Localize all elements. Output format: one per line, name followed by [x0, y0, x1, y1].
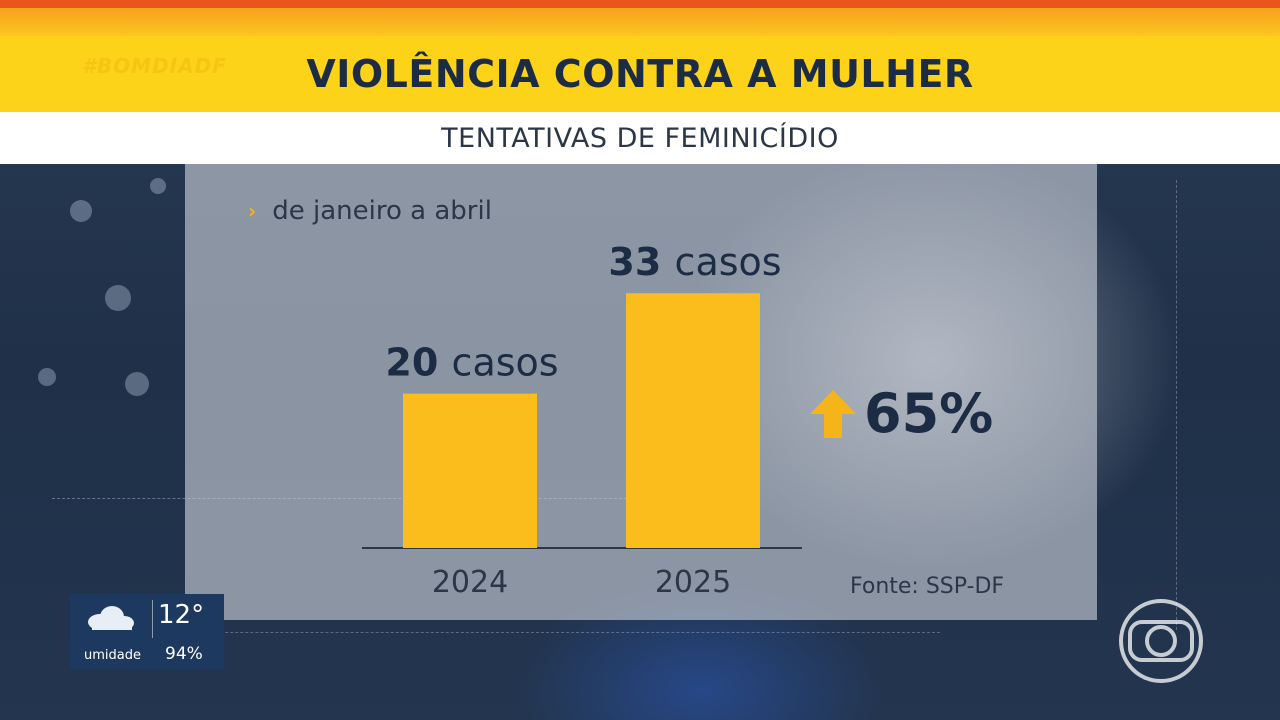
temperature: 12°	[158, 600, 205, 630]
top-stripe	[0, 8, 1280, 36]
bokeh-light	[150, 178, 166, 194]
cloud-icon	[88, 606, 134, 630]
humidity-label: umidade	[84, 648, 141, 663]
weather-widget: 12° umidade 94%	[70, 594, 224, 670]
change-value: 65%	[864, 382, 994, 445]
bar-2024	[403, 393, 537, 548]
divider	[152, 600, 153, 638]
bokeh-light	[125, 372, 149, 396]
x-tick-label-2025: 2025	[655, 565, 731, 600]
arrow-up-icon	[810, 389, 856, 438]
humidity-value: 94%	[165, 644, 203, 664]
bar-2025	[626, 293, 760, 548]
top-stripe	[0, 0, 1280, 8]
source-label: Fonte: SSP-DF	[850, 574, 1005, 599]
x-tick-label-2024: 2024	[432, 565, 508, 600]
change-indicator: 65%	[808, 382, 993, 445]
bokeh-light	[105, 285, 131, 311]
globo-logo-icon	[1119, 599, 1203, 683]
period-label: › de janeiro a abril	[248, 196, 492, 226]
bokeh-light	[70, 200, 92, 222]
bokeh-light	[38, 368, 56, 386]
chevron-right-icon: ›	[248, 199, 257, 223]
data-label-2024: 20 casos	[385, 341, 558, 385]
subtitle-bar: TENTATIVAS DE FEMINICÍDIO	[0, 112, 1280, 164]
period-text: de janeiro a abril	[272, 196, 492, 226]
program-hashtag: #BOMDIADF	[82, 54, 227, 78]
page-subtitle: TENTATIVAS DE FEMINICÍDIO	[441, 122, 839, 154]
decorative-dashed-line	[120, 632, 940, 633]
data-label-2025: 33 casos	[608, 240, 781, 284]
title-bar: VIOLÊNCIA CONTRA A MULHER	[0, 36, 1280, 112]
decorative-dashed-line	[1176, 180, 1177, 630]
page-title: VIOLÊNCIA CONTRA A MULHER	[306, 52, 974, 96]
